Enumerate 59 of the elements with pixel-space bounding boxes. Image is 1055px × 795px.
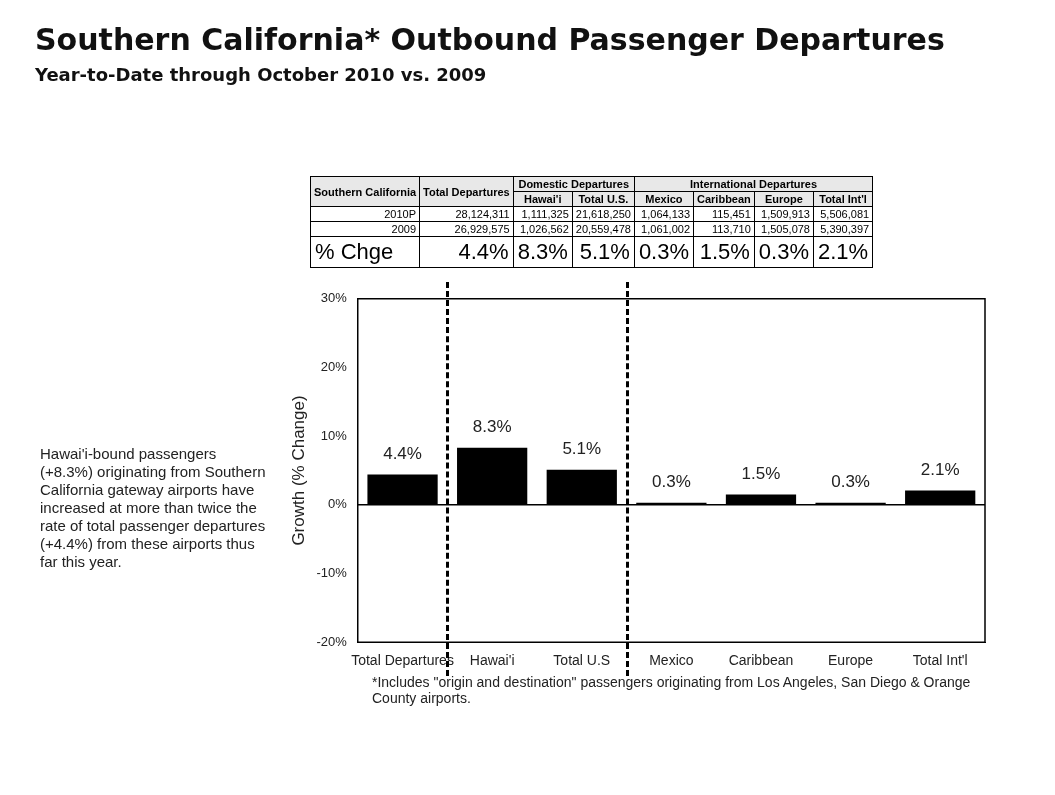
x-tick-label: Europe: [828, 652, 874, 669]
text: Mexico: [634, 191, 694, 207]
text: 1,505,078: [754, 221, 814, 237]
data-label: 0.3%: [831, 471, 870, 491]
text: 1,064,133: [634, 206, 694, 222]
text: International Departures: [634, 176, 873, 192]
text: 28,124,311: [419, 206, 514, 222]
text: 0.3%: [758, 239, 809, 264]
y-tick-label: -20%: [316, 633, 348, 649]
data-label: 0.3%: [652, 471, 691, 491]
text: Europe: [754, 191, 814, 207]
data-label: 5.1%: [562, 439, 602, 458]
text: 21,618,250: [572, 206, 635, 222]
x-tick-label: Mexico: [649, 652, 694, 669]
text: 1,061,002: [634, 221, 694, 237]
y-axis-title: Growth (% Change): [288, 395, 308, 546]
chart-subtitle: Year-to-Date through October 2010 vs. 2009: [35, 64, 487, 85]
text: 4.4%: [458, 239, 509, 264]
text: Total Departures: [419, 176, 514, 207]
y-tick-label: 0%: [327, 496, 348, 512]
y-tick-label: 30%: [320, 290, 348, 306]
text: 5.1%: [579, 239, 630, 264]
data-label: 2.1%: [920, 459, 960, 479]
text: 2009: [310, 221, 420, 237]
text: 2010P: [310, 206, 420, 222]
text: 8.3%: [517, 239, 568, 264]
text: Southern California: [310, 176, 420, 207]
chart-title: Southern California* Outbound Passenger Departures: [35, 22, 945, 57]
x-tick-label: Total U.S: [553, 652, 611, 669]
data-label: 4.4%: [383, 443, 422, 463]
text: Total Int'l: [813, 191, 873, 207]
text: 5,506,081: [813, 206, 873, 222]
text: 5,390,397: [813, 221, 873, 237]
text: 115,451: [693, 206, 755, 222]
text: 26,929,575: [419, 221, 514, 237]
x-tick-label: Caribbean: [728, 652, 794, 669]
text: 1.5%: [699, 239, 750, 264]
text: 1,026,562: [513, 221, 573, 237]
text: % Chge: [310, 236, 420, 268]
y-tick-label: 10%: [320, 427, 348, 443]
text: 1,509,913: [754, 206, 814, 222]
y-tick-label: 20%: [320, 359, 348, 375]
text: Domestic Departures: [513, 176, 635, 192]
data-label: 1.5%: [741, 463, 781, 483]
text: 1,111,325: [513, 206, 573, 222]
text: Hawai'i: [513, 191, 573, 207]
x-tick-label: Total Int'l: [912, 652, 968, 669]
data-label: 8.3%: [472, 417, 512, 437]
text: 0.3%: [638, 239, 690, 264]
text: 2.1%: [817, 239, 869, 264]
text: *Includes "origin and destination" passengers originating from Los Angeles, San Diego & Orange County airports.: [372, 674, 972, 706]
x-tick-label: Total Departures: [351, 652, 454, 669]
y-tick-label: -10%: [316, 565, 348, 581]
text: 113,710: [693, 221, 755, 237]
text: Caribbean: [693, 191, 755, 207]
x-tick-label: Hawai'i: [469, 652, 515, 669]
text: Total U.S.: [572, 191, 635, 207]
text: Hawai'i-bound passengers (+8.3%) originating from Southern California gateway airports have increased at more than twice the rate of total passenger departures (+4.4%) from these airports thus far this year.: [40, 445, 267, 571]
text: 20,559,478: [572, 221, 635, 237]
